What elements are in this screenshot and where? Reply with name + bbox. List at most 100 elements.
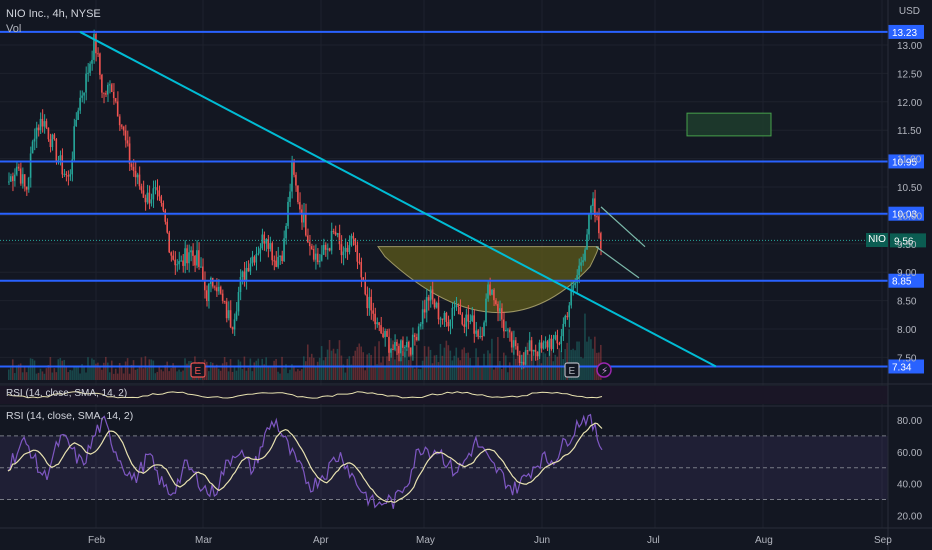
candle-body xyxy=(116,101,119,117)
volume-bar xyxy=(400,357,402,380)
volume-bar xyxy=(51,372,54,380)
level-badge xyxy=(888,154,924,169)
volume-bar xyxy=(451,360,454,380)
candle-body xyxy=(372,310,374,314)
price-tick-label: 11.50 xyxy=(897,126,922,137)
volume-bar xyxy=(89,367,91,380)
volume-bar xyxy=(378,341,380,380)
volume-bar xyxy=(538,349,541,380)
volume-bar xyxy=(49,357,52,380)
candle-body xyxy=(320,254,323,261)
volume-bar xyxy=(95,363,97,380)
volume-bar xyxy=(132,360,135,380)
volume-bar xyxy=(398,347,400,380)
candle-body xyxy=(504,329,507,332)
candle-body xyxy=(584,249,586,261)
candle-body xyxy=(77,110,79,120)
candle-body xyxy=(204,280,206,291)
volume-bar xyxy=(594,336,596,380)
dividend-marker xyxy=(596,362,612,378)
volume-bar xyxy=(23,365,26,380)
volume-bar xyxy=(8,369,10,380)
volume-bar xyxy=(600,344,602,380)
volume-bar xyxy=(348,356,351,380)
candle-body xyxy=(168,232,170,253)
volume-bar xyxy=(546,357,549,380)
volume-bar xyxy=(291,364,293,380)
candle-body xyxy=(522,361,525,365)
candle-body xyxy=(223,300,226,302)
candle-body xyxy=(394,341,396,350)
candle-body xyxy=(11,176,14,182)
candle-body xyxy=(154,187,157,189)
candle-body xyxy=(409,347,412,355)
candle-body xyxy=(142,190,145,198)
candle-body xyxy=(237,291,240,312)
dividend-marker-icon: ⚡ xyxy=(601,366,608,377)
volume-bar xyxy=(497,337,499,380)
volume-bar xyxy=(384,365,386,380)
volume-bar xyxy=(423,346,426,380)
volume-bar xyxy=(120,365,123,380)
candle-body xyxy=(257,253,260,255)
volume-bar xyxy=(11,359,14,380)
volume-bar xyxy=(277,371,279,380)
volume-bar xyxy=(243,356,246,380)
rsi-pane: 80.00 60.00 40.00 20.00 xyxy=(0,383,932,522)
volume-bar xyxy=(19,363,22,380)
candle-body xyxy=(322,244,325,255)
candle-body xyxy=(25,186,28,190)
volume-bar xyxy=(316,361,319,380)
volume-bar xyxy=(279,373,281,380)
candle-body xyxy=(61,155,64,175)
volume-bar xyxy=(330,350,333,380)
candle-body xyxy=(546,341,549,348)
volume-bar xyxy=(35,373,38,380)
candle-body xyxy=(174,259,176,266)
candle-body xyxy=(253,256,256,263)
volume-bar xyxy=(93,359,95,380)
candle-body xyxy=(310,246,313,250)
candle-body xyxy=(297,185,299,203)
candle-body xyxy=(55,139,58,162)
volume-bar xyxy=(556,356,559,380)
candle-body xyxy=(332,231,335,233)
volume-bar xyxy=(356,346,359,380)
volume-bar xyxy=(447,345,450,380)
candle-body xyxy=(382,333,384,338)
candle-body xyxy=(354,238,357,246)
candle-body xyxy=(188,252,190,264)
candle-body xyxy=(441,318,444,320)
volume-bar xyxy=(227,371,230,380)
volume-bar xyxy=(116,373,119,380)
volume-bar xyxy=(578,341,580,380)
candle-body xyxy=(15,166,18,175)
volume-bar xyxy=(249,358,252,380)
volume-bar xyxy=(257,358,260,380)
candle-body xyxy=(138,174,141,187)
candle-body xyxy=(95,33,97,54)
candle-body xyxy=(520,361,523,364)
candle-body xyxy=(417,326,420,340)
candle-body xyxy=(144,197,147,203)
candle-body xyxy=(538,342,541,357)
volume-bar xyxy=(138,367,141,380)
level-badge xyxy=(888,24,924,39)
rsi-ma-line xyxy=(7,422,603,503)
candle-body xyxy=(198,250,200,267)
candle-body xyxy=(560,336,562,345)
volume-bar xyxy=(43,373,46,380)
level-badge xyxy=(888,206,924,221)
volume-bar xyxy=(350,364,353,380)
volume-bar xyxy=(421,360,424,380)
candle-body xyxy=(136,174,139,178)
candle-body xyxy=(374,313,376,325)
candle-body xyxy=(342,251,345,256)
candle-body xyxy=(477,330,479,337)
candle-body xyxy=(217,286,220,292)
candle-body xyxy=(289,191,291,202)
candle-body xyxy=(499,308,501,312)
candle-body xyxy=(120,125,123,127)
volume-bar xyxy=(59,357,62,380)
